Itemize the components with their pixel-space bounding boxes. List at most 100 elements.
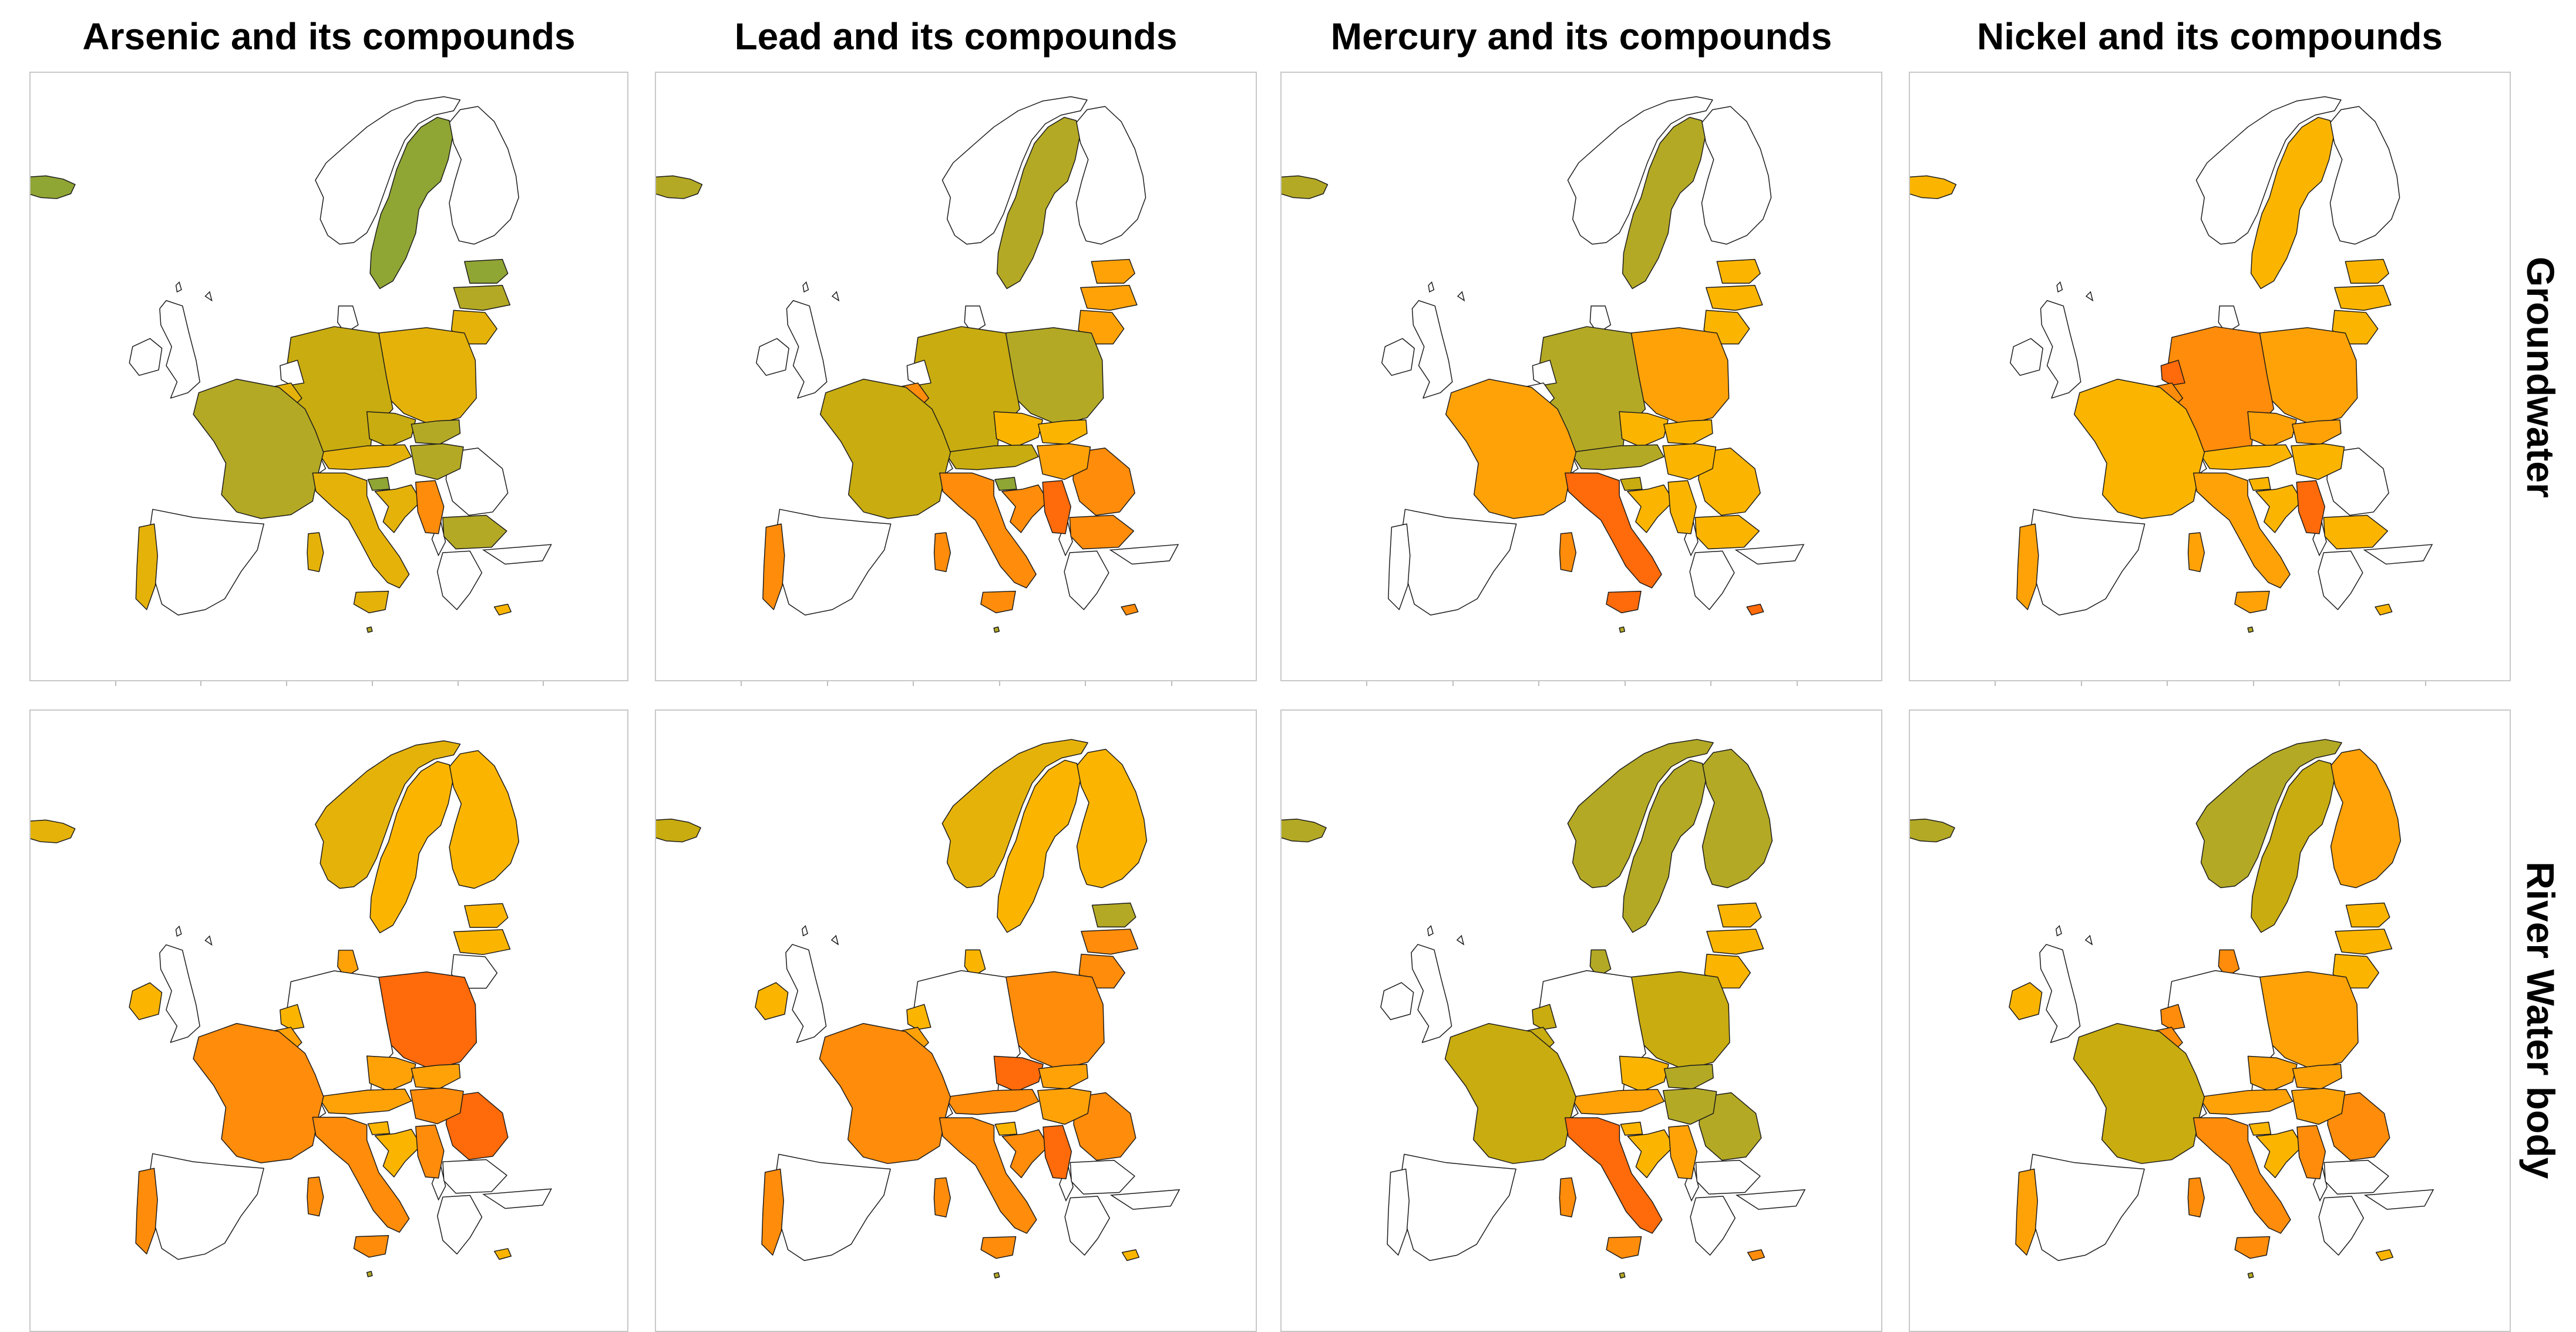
- country-iceland: [1282, 175, 1329, 199]
- country-cyprus: [1121, 1249, 1140, 1262]
- country-estonia: [2345, 902, 2390, 928]
- europe-map: [656, 739, 1181, 1279]
- country-croatia: [2255, 484, 2303, 533]
- country-malta: [1619, 1272, 1626, 1279]
- country-sweden: [2250, 116, 2334, 290]
- axis-tick: [1796, 681, 1798, 686]
- country-latvia: [1081, 929, 1139, 955]
- country-uk: [1411, 300, 1453, 399]
- coastline-shape: [2055, 925, 2062, 937]
- coastline-shape: [204, 291, 213, 302]
- axis-tick: [913, 681, 914, 686]
- country-croatia: [374, 484, 422, 533]
- country-slovakia: [1663, 1064, 1714, 1089]
- map-panel-lead-groundwater: [655, 72, 1257, 681]
- country-slovenia: [2248, 476, 2271, 491]
- country-estonia: [2345, 258, 2389, 284]
- country-serbia: [415, 1124, 445, 1179]
- country-cyprus: [2375, 1249, 2394, 1262]
- country-slovenia: [367, 1121, 391, 1135]
- country-austria: [2198, 444, 2293, 470]
- country-hungary: [2291, 443, 2345, 480]
- country-iceland: [1282, 818, 1327, 843]
- country-romania: [2327, 1092, 2390, 1161]
- country-spain: [1402, 509, 1517, 615]
- country-sardinia: [933, 1177, 951, 1217]
- country-norway: [315, 740, 461, 889]
- europe-map: [31, 740, 552, 1277]
- axis-tick: [2424, 681, 2426, 686]
- country-romania: [445, 1092, 509, 1161]
- country-croatia: [1627, 1129, 1675, 1179]
- country-slovenia: [994, 476, 1017, 491]
- axis-tick: [1710, 681, 1712, 686]
- country-bulgaria: [1070, 1159, 1135, 1195]
- country-malta: [1619, 626, 1626, 633]
- country-iceland: [31, 819, 76, 843]
- country-hungary: [1037, 443, 1091, 480]
- coastline-shape: [2363, 544, 2433, 565]
- axis-tick: [457, 681, 459, 686]
- axis-tick: [115, 681, 116, 686]
- country-latvia: [1706, 285, 1763, 311]
- country-romania: [1072, 448, 1135, 516]
- country-sardinia: [307, 1176, 324, 1217]
- country-austria: [944, 1089, 1040, 1115]
- country-bulgaria: [1694, 514, 1760, 550]
- country-sicily: [1606, 590, 1642, 614]
- coastline-shape: [2363, 1189, 2434, 1210]
- country-slovakia: [1038, 419, 1088, 445]
- country-france: [1444, 1022, 1576, 1164]
- country-norway: [2195, 739, 2342, 889]
- axis-tick: [286, 681, 288, 686]
- axis-tick: [741, 681, 742, 686]
- country-czechia: [2247, 411, 2297, 448]
- country-greece: [1689, 550, 1735, 610]
- country-portugal: [762, 523, 785, 610]
- country-poland: [2258, 327, 2358, 426]
- country-finland: [449, 750, 520, 889]
- country-slovenia: [1620, 476, 1643, 491]
- country-cyprus: [1121, 604, 1139, 615]
- europe-map: [1282, 739, 1806, 1279]
- country-norway: [941, 739, 1088, 889]
- country-czechia: [993, 1055, 1044, 1092]
- country-finland: [449, 106, 519, 245]
- country-uk: [2039, 944, 2081, 1043]
- country-estonia: [1091, 902, 1136, 928]
- axis-tick: [2339, 681, 2340, 686]
- country-serbia: [2296, 1125, 2326, 1179]
- country-slovakia: [2292, 419, 2342, 445]
- country-iceland: [656, 175, 703, 199]
- country-austria: [317, 1088, 412, 1115]
- coastline-shape: [802, 281, 809, 293]
- country-ireland: [2009, 982, 2043, 1020]
- coastline-shape: [1109, 1189, 1181, 1210]
- column-title-mercury: Mercury and its compounds: [1330, 15, 1832, 58]
- country-poland: [1004, 327, 1104, 426]
- country-hungary: [409, 443, 464, 480]
- country-slovenia: [2248, 1121, 2272, 1136]
- europe-map: [1910, 96, 2433, 633]
- axis-tick: [998, 681, 1000, 686]
- country-sicily: [2234, 590, 2270, 614]
- map-panel-arsenic-groundwater: [29, 72, 628, 681]
- country-netherlands: [280, 359, 305, 386]
- country-italy: [312, 1116, 410, 1233]
- country-hungary: [409, 1087, 464, 1125]
- country-austria: [1570, 444, 1664, 470]
- column-title-nickel: Nickel and its compounds: [1976, 15, 2443, 58]
- country-netherlands: [2160, 1004, 2185, 1030]
- country-sicily: [353, 1235, 389, 1258]
- country-bulgaria: [442, 514, 507, 550]
- country-uk: [159, 944, 200, 1043]
- country-greece: [1064, 1196, 1110, 1256]
- country-spain: [2030, 509, 2145, 615]
- country-latvia: [2334, 285, 2392, 311]
- country-netherlands: [1532, 359, 1557, 386]
- country-croatia: [1627, 484, 1674, 533]
- country-sweden: [997, 759, 1081, 933]
- map-panel-mercury-groundwater: [1280, 72, 1882, 681]
- country-portugal: [761, 1168, 784, 1256]
- country-poland: [2258, 971, 2359, 1071]
